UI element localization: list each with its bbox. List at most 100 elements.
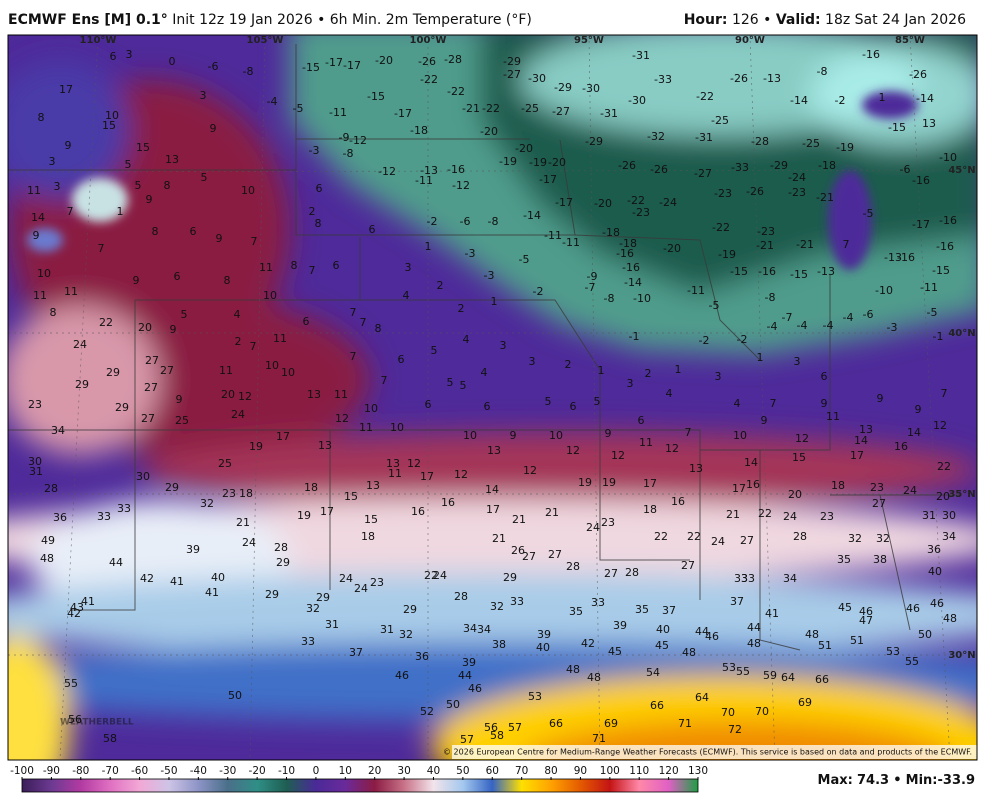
temperature-label: 18 <box>643 503 657 516</box>
temperature-label: -18 <box>619 237 637 250</box>
temperature-label: 13 <box>689 462 703 475</box>
footer-stats: Max: 74.3 • Min:-33.9 <box>818 773 975 788</box>
colorbar-tick-label: 80 <box>544 765 557 777</box>
temperature-label: -24 <box>788 171 806 184</box>
temperature-label: -16 <box>622 261 640 274</box>
temperature-label: 23 <box>222 487 236 500</box>
temperature-label: 4 <box>463 333 470 346</box>
temperature-label: 7 <box>360 316 367 329</box>
temperature-label: 13 <box>307 388 321 401</box>
temperature-label: 46 <box>859 605 873 618</box>
colorbar-tick-label: 110 <box>629 765 649 777</box>
temperature-label: 19 <box>578 476 592 489</box>
temperature-label: 3 <box>715 370 722 383</box>
temperature-label: 46 <box>468 682 482 695</box>
temperature-label: -33 <box>654 73 672 86</box>
temperature-label: 45 <box>608 645 622 658</box>
temperature-label: 1 <box>675 363 682 376</box>
temperature-label: -22 <box>447 85 465 98</box>
temperature-label: 24 <box>354 582 368 595</box>
temperature-label: 29 <box>165 481 179 494</box>
temperature-label: 13 <box>165 153 179 166</box>
temperature-label: 11 <box>33 289 47 302</box>
temperature-label: 9 <box>510 429 517 442</box>
temperature-label: 14 <box>485 483 499 496</box>
lon-label: 105°W <box>247 35 284 46</box>
temperature-label: 2 <box>458 302 465 315</box>
temperature-label: 28 <box>274 541 288 554</box>
temperature-label: 44 <box>109 556 123 569</box>
temperature-label: 18 <box>831 479 845 492</box>
temperature-label: -13 <box>420 164 438 177</box>
temperature-label: 48 <box>747 637 761 650</box>
colorbar-tick-label: 20 <box>368 765 381 777</box>
temperature-label: -11 <box>415 174 433 187</box>
temperature-label: -31 <box>695 131 713 144</box>
temperature-label: 22 <box>424 569 438 582</box>
temperature-label: 35 <box>837 553 851 566</box>
colorbar-tick-label: -30 <box>219 765 236 777</box>
temperature-label: -24 <box>659 196 677 209</box>
temperature-label: -20 <box>480 125 498 138</box>
temperature-label: -25 <box>711 114 729 127</box>
temperature-label: 27 <box>144 381 158 394</box>
temperature-label: -8 <box>817 65 828 78</box>
temperature-label: 1 <box>425 240 432 253</box>
temperature-label: 53 <box>886 645 900 658</box>
temperature-label: 6 <box>369 223 376 236</box>
temperature-label: -26 <box>618 159 636 172</box>
temperature-label: -30 <box>628 94 646 107</box>
temperature-label: 40 <box>211 571 225 584</box>
header-right: Hour: 126 • Valid: 18z Sat 24 Jan 2026 <box>684 12 966 28</box>
temperature-label: -16 <box>616 247 634 260</box>
temperature-label: 10 <box>241 184 255 197</box>
temperature-label: 10 <box>37 267 51 280</box>
temperature-label: 27 <box>141 412 155 425</box>
temperature-label: 46 <box>930 597 944 610</box>
colorbar-gradient <box>22 779 698 792</box>
temperature-label: 9 <box>33 229 40 242</box>
temperature-label: 7 <box>250 340 257 353</box>
temperature-label: 1 <box>491 295 498 308</box>
temperature-label: 46 <box>395 669 409 682</box>
temperature-label: 3 <box>529 355 536 368</box>
temperature-label: 33 <box>301 635 315 648</box>
temperature-label: 23 <box>870 481 884 494</box>
temperature-label: 29 <box>75 378 89 391</box>
temperature-label: 13 <box>487 444 501 457</box>
geo-labels: 110°W 105°W 100°W 95°W 90°W 85°W 45°N 40°N 35°N 3… <box>80 35 976 661</box>
temperature-label: -17 <box>325 56 343 69</box>
temperature-label: -14 <box>790 94 808 107</box>
temperature-label: 7 <box>685 426 692 439</box>
temperature-label: 8 <box>38 111 45 124</box>
temperature-label: -26 <box>650 163 668 176</box>
temperature-label: -15 <box>932 264 950 277</box>
lat-label: 40°N <box>948 328 975 339</box>
temperature-label: -15 <box>888 121 906 134</box>
temperature-label: -15 <box>790 268 808 281</box>
temperature-label: -15 <box>367 90 385 103</box>
temperature-label: -19 <box>836 141 854 154</box>
temperature-label: 19 <box>602 476 616 489</box>
temperature-label: 31 <box>29 465 43 478</box>
temperature-label: -3 <box>484 269 495 282</box>
temperature-label: 29 <box>316 591 330 604</box>
colorbar-tick-label: -80 <box>72 765 89 777</box>
lat-label: 45°N <box>948 165 975 176</box>
temperature-label: 14 <box>854 434 868 447</box>
temperature-label: -17 <box>394 107 412 120</box>
temperature-label: 6 <box>316 182 323 195</box>
temperature-label: 69 <box>798 696 812 709</box>
temperature-label: 34 <box>51 424 65 437</box>
temperature-label: 34 <box>463 622 477 635</box>
temperature-label: -29 <box>554 81 572 94</box>
temperature-label: -28 <box>751 135 769 148</box>
temperature-label: 27 <box>145 354 159 367</box>
temperature-label: -15 <box>302 61 320 74</box>
temperature-label: 47 <box>859 614 873 627</box>
temperature-label: 32 <box>876 532 890 545</box>
temperature-label: 22 <box>758 507 772 520</box>
temperature-label: 16 <box>411 505 425 518</box>
temperature-label: 6 <box>333 259 340 272</box>
temperature-label: -16 <box>897 251 915 264</box>
